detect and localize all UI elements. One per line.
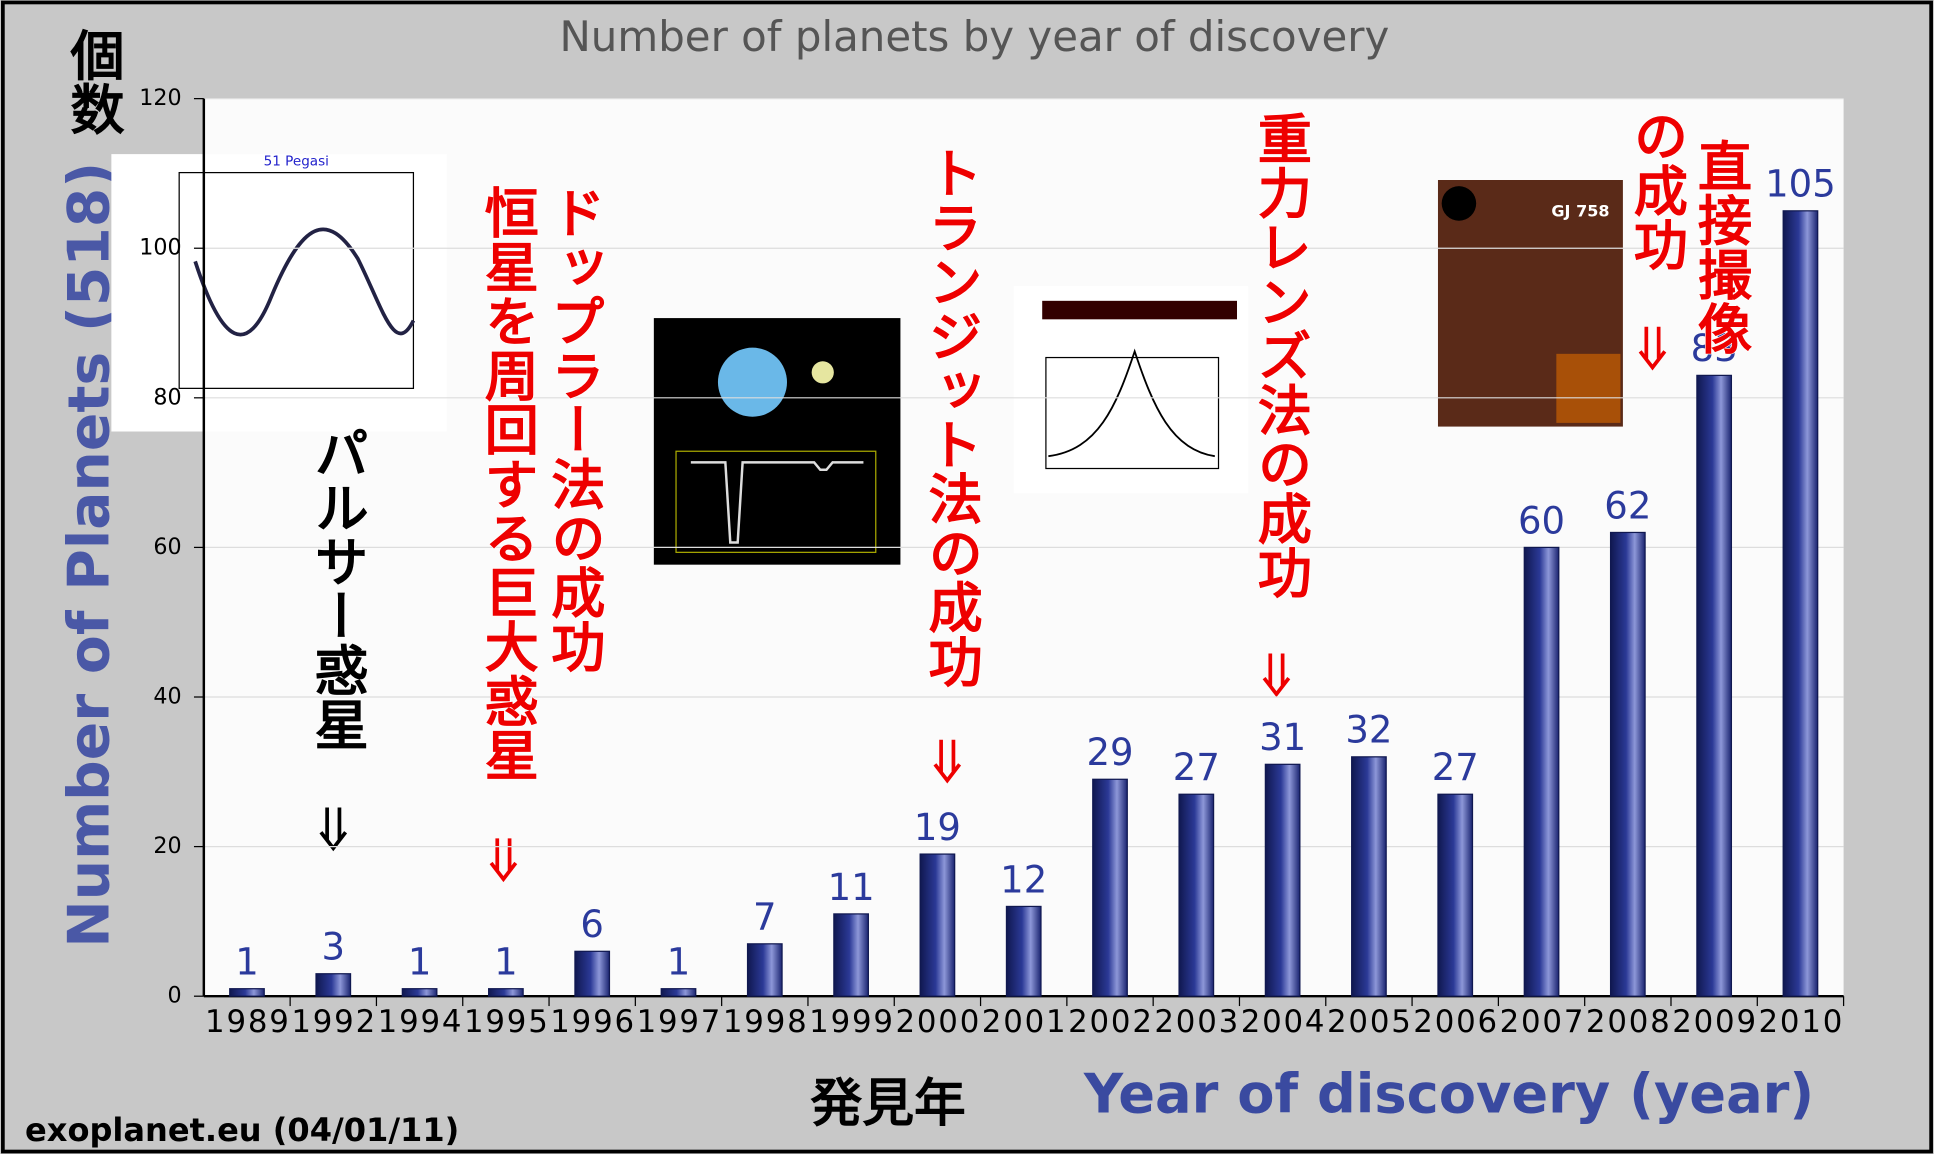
x-tick-label: 1989 [205, 1004, 289, 1040]
inset-sub [1556, 354, 1620, 423]
x-tick-label: 2010 [1759, 1004, 1843, 1040]
bar [748, 944, 783, 996]
bar [1352, 757, 1387, 996]
bar [402, 989, 437, 996]
bar [834, 914, 869, 996]
y-tick-label: 80 [153, 384, 181, 410]
bar [575, 951, 610, 996]
inset-strip [1042, 301, 1237, 319]
bar [1438, 794, 1473, 996]
y-tick-label: 60 [153, 534, 181, 560]
y-tick-label: 20 [153, 833, 181, 859]
x-tick-label: 2001 [982, 1004, 1066, 1040]
value-label: 12 [1000, 858, 1047, 901]
bar [920, 854, 955, 996]
chart-title: Number of planets by year of discovery [559, 12, 1389, 61]
x-tick-label: 1996 [550, 1004, 634, 1040]
value-label: 105 [1765, 163, 1836, 206]
value-label: 27 [1432, 746, 1479, 789]
x-tick-label: 2003 [1154, 1004, 1238, 1040]
y-tick-label: 120 [139, 85, 181, 111]
value-label: 3 [322, 926, 346, 969]
x-tick-label: 2002 [1068, 1004, 1152, 1040]
annotation: ドップラー法の成功 [542, 185, 605, 674]
bar [1524, 547, 1559, 996]
y-tick-label: 100 [139, 235, 181, 261]
annotation: 直接撮像 [1688, 138, 1751, 355]
x-tick-label: 1997 [637, 1004, 721, 1040]
x-tick-label: 2006 [1413, 1004, 1497, 1040]
x-tick-label: 2009 [1672, 1004, 1756, 1040]
chart: Number of planets by year of discovery N… [0, 0, 1934, 1154]
x-tick-label: 1992 [291, 1004, 375, 1040]
inset-bg [654, 318, 901, 565]
bar [661, 989, 696, 996]
x-tick-label: 2005 [1327, 1004, 1411, 1040]
value-label: 32 [1345, 709, 1392, 752]
annotation: の成功 [1624, 108, 1687, 271]
bar [316, 974, 351, 996]
inset-image: GJ 758 [1438, 180, 1623, 427]
x-tick-label: 2007 [1500, 1004, 1584, 1040]
inset-star [1442, 186, 1477, 221]
value-label: 27 [1173, 746, 1220, 789]
bar [1783, 211, 1818, 996]
value-label: 6 [580, 903, 604, 946]
y-tick-label: 40 [153, 684, 181, 710]
annotation: トランジット法の成功 [919, 145, 982, 688]
annotation: 重力レンズ法の成功 [1248, 111, 1311, 600]
x-axis-label: Year of discovery (year) [1083, 1062, 1814, 1125]
value-label: 60 [1518, 499, 1565, 542]
y-axis-label-ja: 個数 [61, 27, 125, 136]
bar [230, 989, 265, 996]
x-tick-label: 1998 [723, 1004, 807, 1040]
inset-planet [812, 361, 834, 383]
bar [1093, 779, 1128, 996]
bar [1179, 794, 1214, 996]
source: exoplanet.eu (04/01/11) [25, 1111, 459, 1149]
inset-star [718, 348, 787, 417]
bar [1697, 375, 1732, 996]
value-label: 1 [667, 941, 691, 984]
x-tick-label: 2004 [1241, 1004, 1325, 1040]
value-label: 1 [408, 941, 432, 984]
value-label: 11 [828, 866, 875, 909]
value-label: 19 [914, 806, 961, 849]
inset-title: 51 Pegasi [264, 154, 329, 170]
inset-title: GJ 758 [1551, 202, 1609, 221]
value-label: 1 [494, 941, 518, 984]
value-label: 1 [235, 941, 259, 984]
y-tick-label: 0 [168, 983, 182, 1009]
value-label: 7 [753, 896, 777, 939]
bar [1265, 764, 1300, 996]
inset-transit [654, 318, 901, 565]
inset-lens [1014, 286, 1248, 493]
x-tick-label: 2000 [895, 1004, 979, 1040]
bar [489, 989, 524, 996]
value-label: 31 [1259, 716, 1306, 759]
value-label: 29 [1086, 731, 1133, 774]
value-label: 62 [1604, 484, 1651, 527]
x-tick-label: 1994 [378, 1004, 462, 1040]
x-tick-label: 1995 [464, 1004, 548, 1040]
x-axis-label-ja: 発見年 [810, 1074, 965, 1134]
bar [1006, 906, 1041, 996]
x-tick-label: 2008 [1586, 1004, 1670, 1040]
annotation: パルサー惑星 [305, 425, 368, 750]
bar [1611, 532, 1646, 996]
annotation: 恒星を周回する巨大惑星 [475, 185, 538, 782]
x-tick-label: 1999 [809, 1004, 893, 1040]
